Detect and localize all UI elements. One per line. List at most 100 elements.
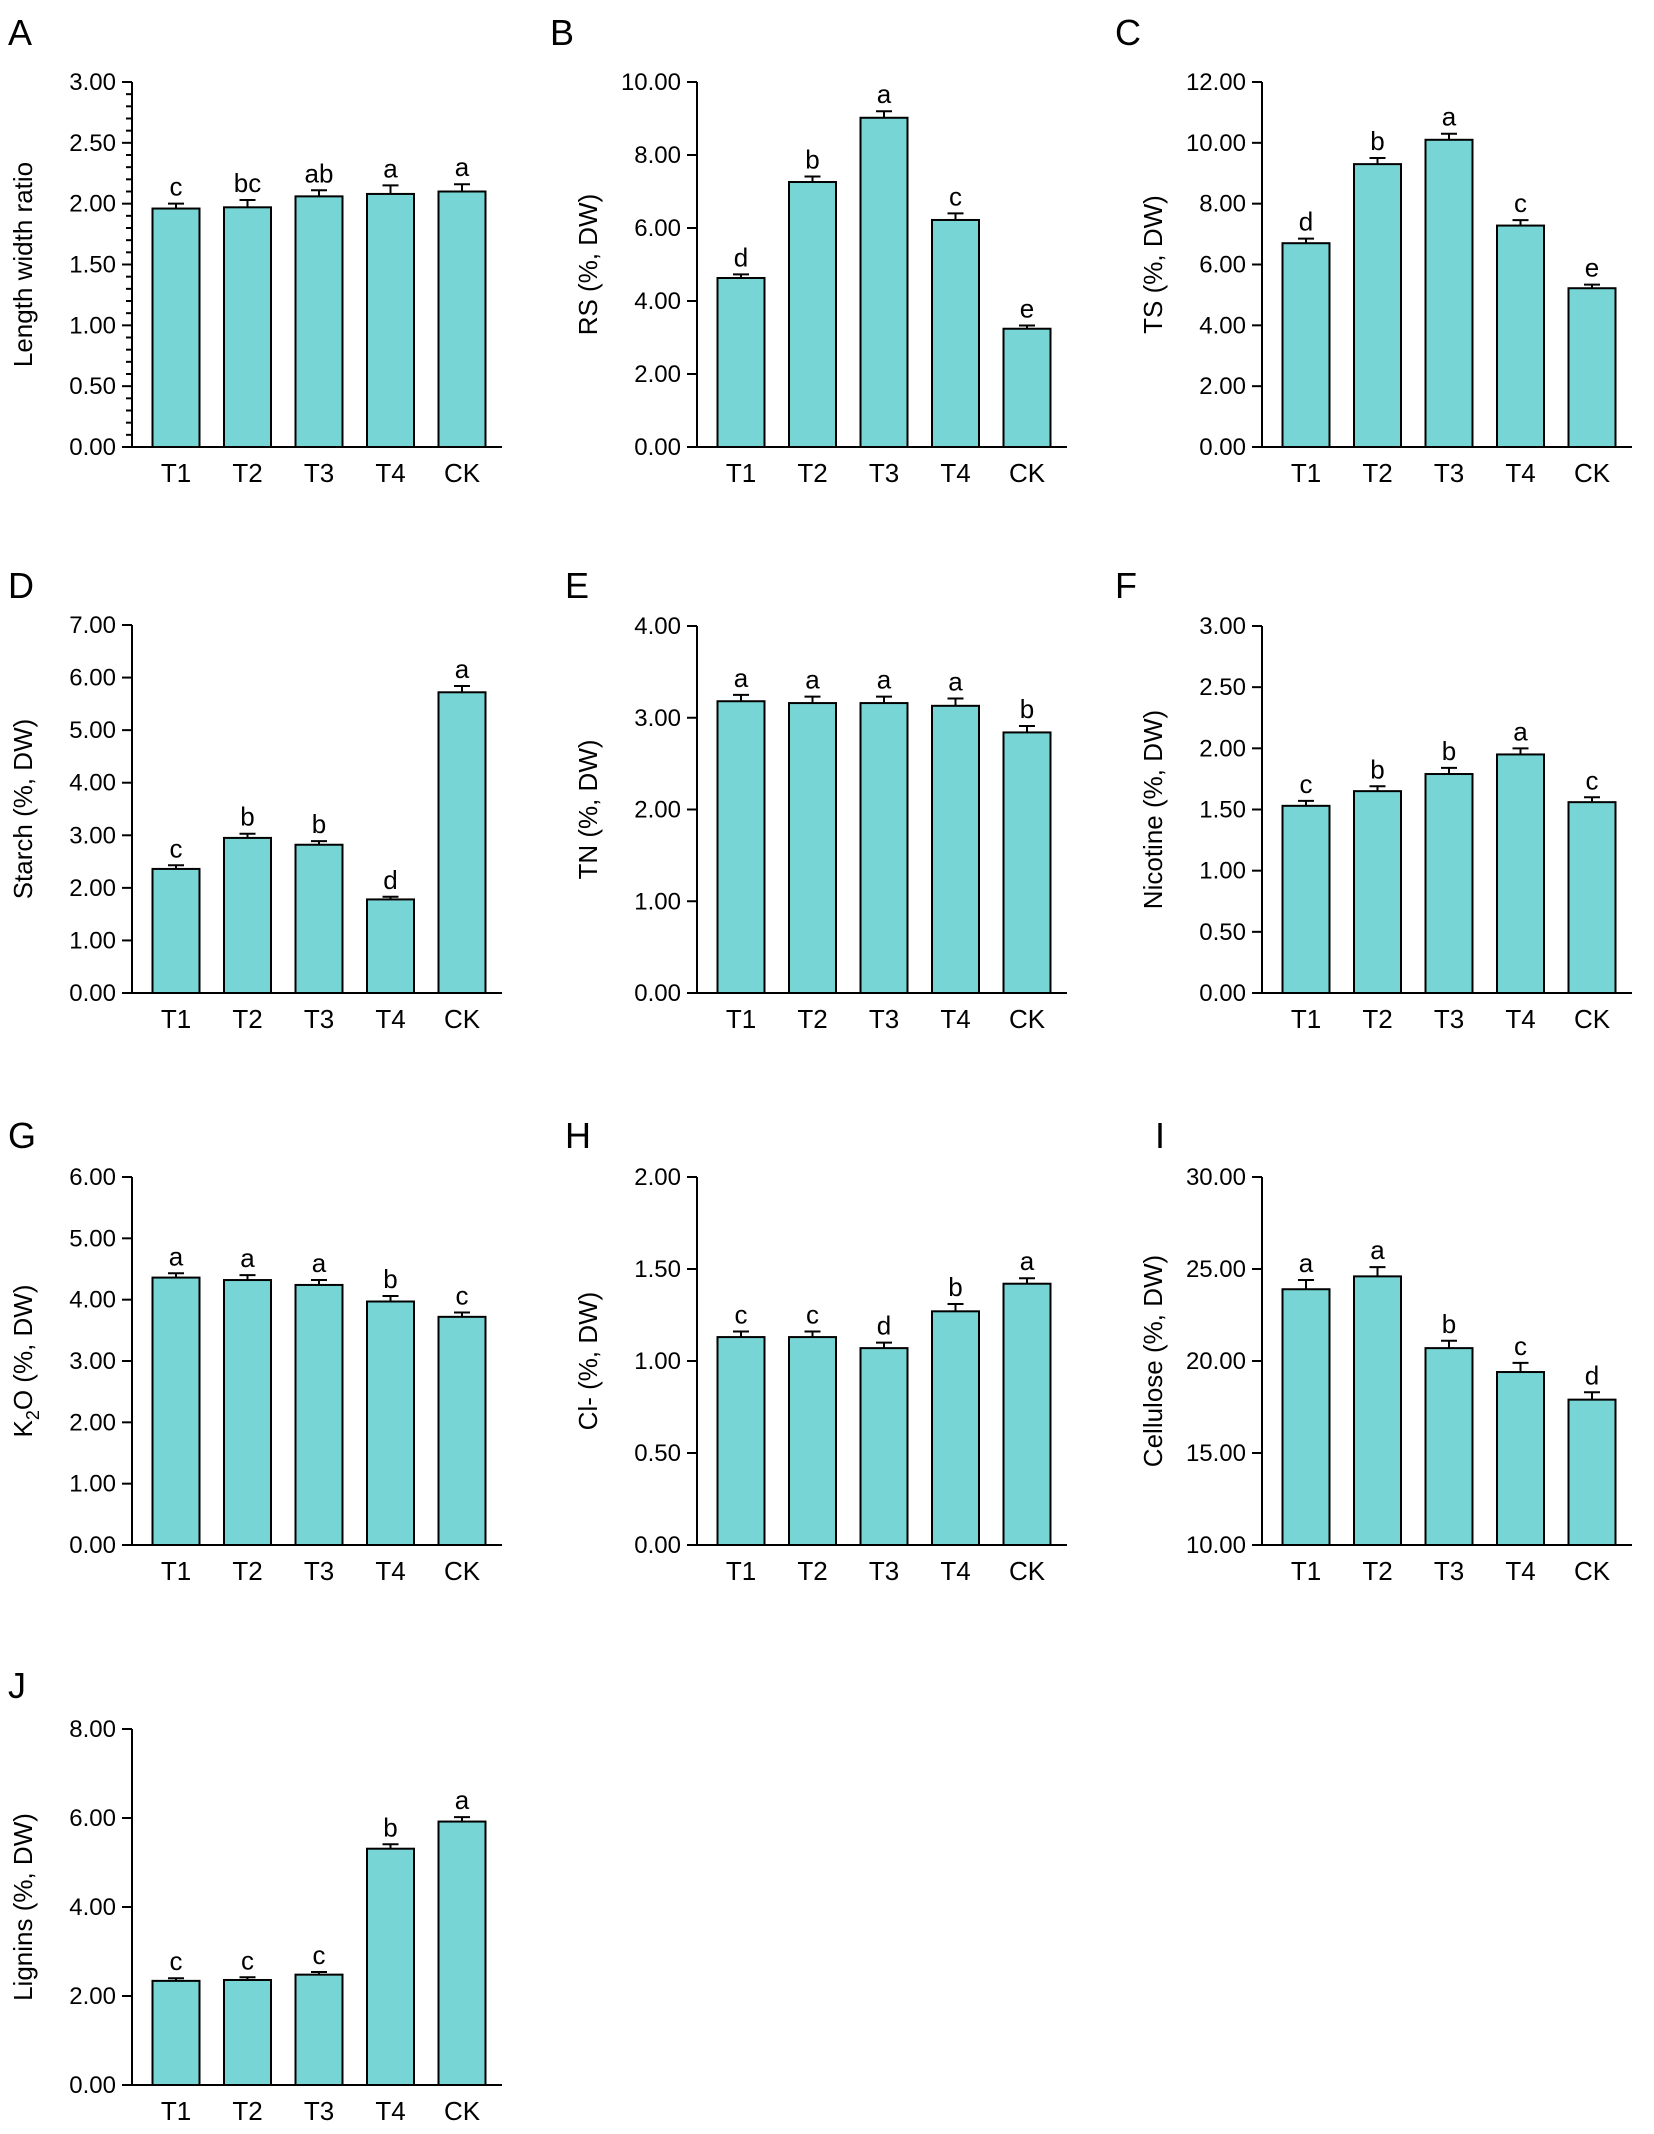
- error-bar: [1512, 1361, 1529, 1373]
- bar-t4: [366, 192, 415, 448]
- y-tick-label: 10.00: [1186, 130, 1246, 157]
- bar-t1: [716, 277, 766, 448]
- error-bar: [382, 895, 399, 900]
- y-axis-title: Nicotine (%, DW): [1138, 710, 1168, 909]
- x-tick-label: CK: [444, 2096, 481, 2126]
- significance-label: c: [313, 1940, 326, 1970]
- x-tick-label: CK: [444, 1004, 481, 1034]
- x-tick-label: CK: [1009, 1556, 1046, 1586]
- significance-label: d: [734, 242, 748, 272]
- x-tick-label: T2: [1362, 1004, 1392, 1034]
- error-bar: [733, 1330, 749, 1338]
- bar-t1: [716, 700, 766, 994]
- y-tick-label: 3.00: [69, 1348, 116, 1375]
- bar-t1: [151, 1979, 201, 2086]
- y-tick-label: 2.50: [69, 130, 116, 157]
- significance-label: d: [383, 865, 397, 895]
- panel-label: F: [1115, 565, 1137, 606]
- y-tick-label: 4.00: [69, 1287, 116, 1314]
- bar-t2: [223, 836, 272, 995]
- y-axis-title: Cl- (%, DW): [573, 1292, 603, 1431]
- bar-ck: [437, 1820, 487, 2087]
- error-bar: [876, 110, 892, 118]
- error-bar: [1019, 324, 1035, 329]
- y-tick-label: 2.00: [634, 1164, 681, 1191]
- error-bar: [1584, 283, 1600, 289]
- error-bar: [1441, 766, 1457, 775]
- y-tick-label: 0.50: [1199, 919, 1246, 946]
- bar-ck: [1002, 327, 1052, 448]
- significance-label: d: [1585, 1360, 1599, 1390]
- error-bar: [311, 1970, 327, 1975]
- y-tick-label: 0.00: [69, 980, 116, 1007]
- panel-label: D: [8, 565, 34, 606]
- panel-label: C: [1115, 12, 1141, 53]
- bar-t2: [1353, 163, 1402, 448]
- significance-label: c: [456, 1281, 469, 1311]
- y-tick-label: 0.50: [634, 1440, 681, 1467]
- y-tick-label: 4.00: [1199, 312, 1246, 339]
- x-tick-label: T3: [304, 1004, 334, 1034]
- y-tick-label: 1.00: [69, 312, 116, 339]
- y-tick-label: 12.00: [1186, 69, 1246, 96]
- significance-label: b: [312, 809, 326, 839]
- significance-label: b: [1370, 754, 1384, 784]
- significance-label: a: [734, 663, 749, 693]
- significance-label: c: [241, 1945, 254, 1975]
- x-tick-label: T2: [797, 458, 827, 488]
- significance-label: a: [877, 665, 892, 695]
- panel-label: H: [565, 1115, 591, 1156]
- error-bar: [733, 273, 749, 279]
- bar-t3: [859, 116, 909, 449]
- y-tick-label: 0.00: [634, 1532, 681, 1559]
- x-tick-label: CK: [1574, 458, 1611, 488]
- x-tick-label: CK: [444, 458, 481, 488]
- y-tick-label: 6.00: [69, 665, 116, 692]
- y-tick-label: 3.00: [69, 69, 116, 96]
- bar-t2: [1353, 1275, 1402, 1546]
- y-tick-label: 6.00: [1199, 252, 1246, 279]
- bar-ck: [1567, 1398, 1617, 1547]
- error-bar: [239, 199, 256, 208]
- significance-label: a: [383, 153, 398, 183]
- y-tick-label: 6.00: [634, 215, 681, 242]
- y-axis-title: K2O (%, DW): [8, 1284, 43, 1437]
- bar-t4: [931, 218, 980, 448]
- error-bar: [804, 175, 821, 183]
- significance-label: b: [1370, 126, 1384, 156]
- y-tick-label: 4.00: [69, 1894, 116, 1921]
- significance-label: b: [1442, 736, 1456, 766]
- significance-label: a: [805, 665, 820, 695]
- y-tick-label: 3.00: [69, 822, 116, 849]
- bar-t3: [859, 702, 909, 994]
- panel-label: G: [8, 1115, 36, 1156]
- significance-label: c: [170, 1946, 183, 1976]
- y-tick-label: 1.00: [69, 927, 116, 954]
- x-tick-label: T1: [161, 458, 191, 488]
- chart-panel-f: F 0.00 0.50 1.00 1.50 2.00 2.50 3.00 Nicotine (%…: [1115, 565, 1632, 1034]
- significance-label: c: [1514, 188, 1527, 218]
- error-bar: [1369, 785, 1386, 792]
- significance-label: bc: [234, 168, 261, 198]
- y-tick-label: 0.00: [69, 1532, 116, 1559]
- significance-label: e: [1020, 293, 1034, 323]
- y-tick-label: 0.00: [634, 980, 681, 1007]
- significance-label: a: [240, 1243, 255, 1273]
- y-tick-label: 30.00: [1186, 1164, 1246, 1191]
- significance-label: b: [383, 1812, 397, 1842]
- error-bar: [947, 1302, 964, 1312]
- x-tick-label: T3: [869, 1556, 899, 1586]
- error-bar: [876, 1341, 892, 1349]
- y-tick-label: 20.00: [1186, 1348, 1246, 1375]
- error-bar: [1584, 1391, 1600, 1400]
- significance-label: a: [455, 1785, 470, 1815]
- x-tick-label: T1: [726, 1004, 756, 1034]
- significance-label: a: [455, 654, 470, 684]
- bar-t3: [859, 1347, 909, 1546]
- y-tick-label: 1.00: [634, 888, 681, 915]
- x-tick-label: T4: [1505, 458, 1535, 488]
- significance-label: d: [1299, 207, 1313, 237]
- chart-panel-c: C 0.00 2.00 4.00 6.00 8.00 10.00 12.00 TS (%, DW…: [1115, 12, 1632, 488]
- y-tick-label: 2.00: [69, 1409, 116, 1436]
- significance-label: a: [312, 1248, 327, 1278]
